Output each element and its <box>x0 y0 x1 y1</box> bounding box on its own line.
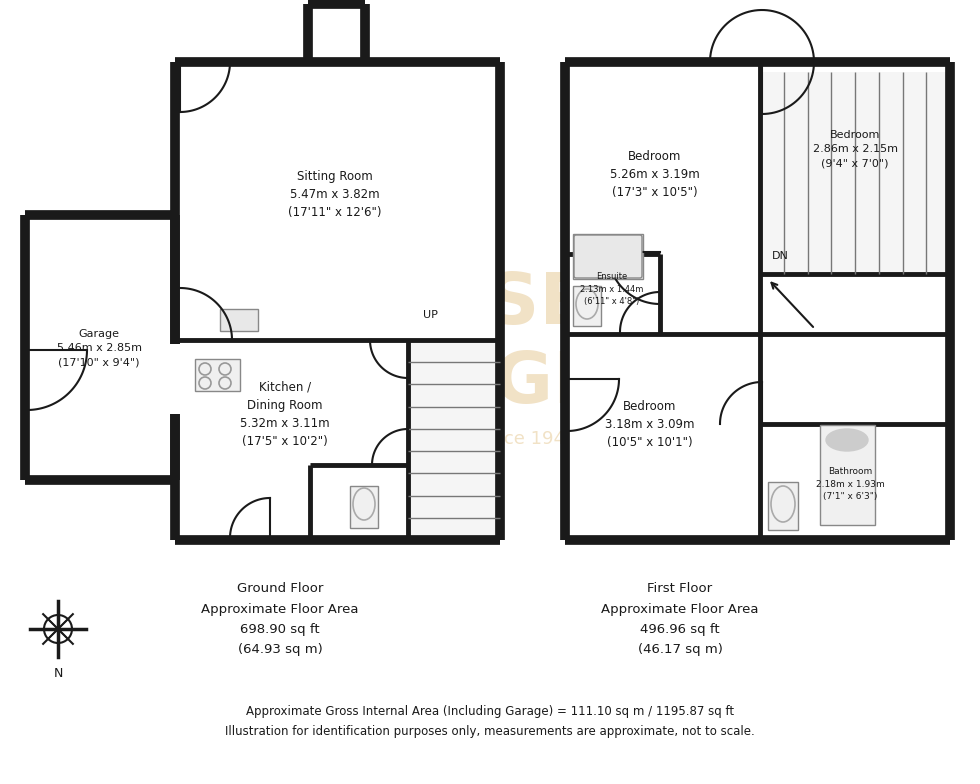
Bar <box>820 425 875 525</box>
Bar <box>768 482 798 530</box>
Ellipse shape <box>826 429 868 451</box>
Text: Kitchen /
Dining Room
5.32m x 3.11m
(17'5" x 10'2"): Kitchen / Dining Room 5.32m x 3.11m (17'… <box>240 380 330 448</box>
Bar <box>25 215 175 480</box>
Bar <box>760 424 950 540</box>
Bar <box>310 465 408 540</box>
Text: Bedroom
2.86m x 2.15m
(9'4" x 7'0"): Bedroom 2.86m x 2.15m (9'4" x 7'0") <box>812 130 898 168</box>
Text: Bedroom
3.18m x 3.09m
(10'5" x 10'1"): Bedroom 3.18m x 3.09m (10'5" x 10'1") <box>606 400 695 448</box>
Text: Bathroom
2.18m x 1.93m
(7'1" x 6'3"): Bathroom 2.18m x 1.93m (7'1" x 6'3") <box>815 467 884 501</box>
Text: MANSELL
MCAGNY: MANSELL MCAGNY <box>299 270 681 419</box>
Text: Bedroom
5.26m x 3.19m
(17'3" x 10'5"): Bedroom 5.26m x 3.19m (17'3" x 10'5") <box>611 150 700 198</box>
Bar <box>565 62 950 540</box>
Bar <box>573 286 601 326</box>
Text: Approximate Gross Internal Area (Including Garage) = 111.10 sq m / 1195.87 sq ft: Approximate Gross Internal Area (Includi… <box>246 706 734 718</box>
Text: N: N <box>53 667 63 680</box>
Text: Sitting Room
5.47m x 3.82m
(17'11" x 12'6"): Sitting Room 5.47m x 3.82m (17'11" x 12'… <box>288 169 382 219</box>
Bar <box>308 4 365 62</box>
Bar <box>760 72 950 274</box>
Text: Illustration for identification purposes only, measurements are approximate, not: Illustration for identification purposes… <box>225 725 755 739</box>
Text: First Floor
Approximate Floor Area
496.96 sq ft
(46.17 sq m): First Floor Approximate Floor Area 496.9… <box>602 583 759 655</box>
Bar <box>175 62 500 540</box>
FancyBboxPatch shape <box>574 235 642 278</box>
Text: Ensuite
2.13m x 1.44m
(6'11" x 4'8"): Ensuite 2.13m x 1.44m (6'11" x 4'8") <box>580 272 644 306</box>
Text: Trusted Since 1947: Trusted Since 1947 <box>404 430 576 448</box>
Bar <box>565 254 660 334</box>
Bar <box>195 359 240 391</box>
Text: UP: UP <box>422 310 437 320</box>
Bar <box>408 340 500 540</box>
Text: Ground Floor
Approximate Floor Area
698.90 sq ft
(64.93 sq m): Ground Floor Approximate Floor Area 698.… <box>201 583 359 655</box>
Bar <box>220 309 258 331</box>
Bar <box>573 234 643 279</box>
Text: DN: DN <box>772 251 789 261</box>
Bar <box>350 486 378 528</box>
Text: Garage
5.46m x 2.85m
(17'10" x 9'4"): Garage 5.46m x 2.85m (17'10" x 9'4") <box>57 329 141 367</box>
